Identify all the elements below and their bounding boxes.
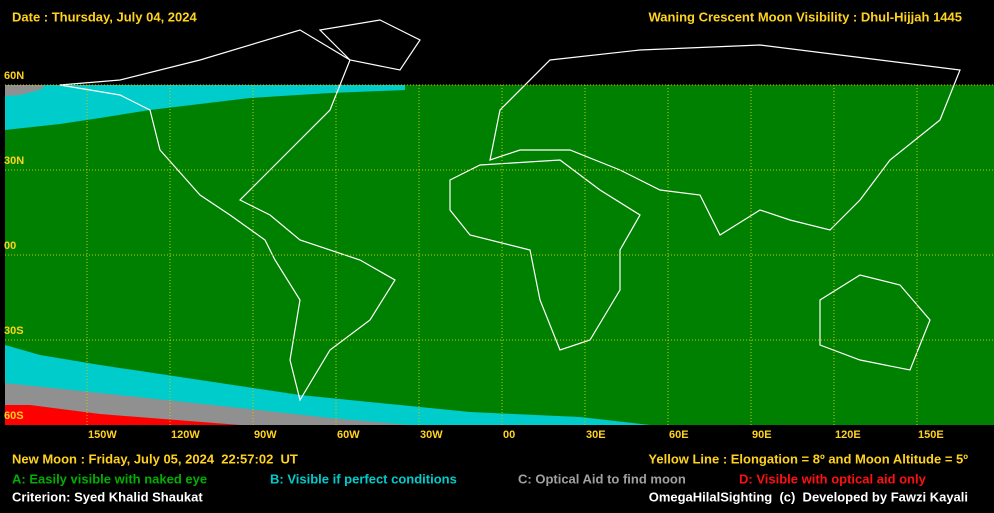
date-label: Date : Thursday, July 04, 2024	[12, 9, 197, 24]
longitude-label: 90W	[254, 429, 277, 441]
legend-b: B: Visible if perfect conditions	[270, 471, 457, 486]
eurasia	[489, 44, 961, 236]
zone-d-south	[5, 405, 240, 425]
americas	[59, 29, 396, 402]
legend-c: C: Optical Aid to find moon	[518, 471, 686, 486]
latitude-label: 60S	[4, 410, 24, 422]
latitude-label: 30N	[4, 155, 24, 167]
greenland	[318, 19, 421, 71]
longitude-label: 150E	[918, 429, 944, 441]
longitude-label: 120E	[835, 429, 861, 441]
new-moon-label: New Moon : Friday, July 05, 2024 22:57:0…	[12, 451, 298, 466]
map-title: Waning Crescent Moon Visibility : Dhul-H…	[649, 9, 963, 24]
longitude-label: 60E	[669, 429, 689, 441]
longitude-label: 30W	[420, 429, 443, 441]
legend-d: D: Visible with optical aid only	[739, 471, 927, 486]
longitude-label: 90E	[752, 429, 772, 441]
coastlines	[59, 19, 961, 402]
legend-a: A: Easily visible with naked eye	[12, 471, 207, 486]
longitude-label: 30E	[586, 429, 606, 441]
longitude-label: 150W	[88, 429, 117, 441]
longitude-label: 60W	[337, 429, 360, 441]
latitude-label: 60N	[4, 70, 24, 82]
zone-a	[5, 85, 994, 425]
latitude-label: 00	[4, 240, 16, 252]
yellow-line-note: Yellow Line : Elongation = 8º and Moon A…	[648, 451, 968, 466]
longitude-label: 00	[503, 429, 515, 441]
zone-c-north	[5, 85, 45, 96]
credit-label: OmegaHilalSighting (c) Developed by Fawz…	[649, 489, 968, 504]
australia	[819, 274, 931, 371]
africa	[449, 159, 641, 351]
criterion-label: Criterion: Syed Khalid Shaukat	[12, 489, 203, 504]
latitude-label: 30S	[4, 325, 24, 337]
zone-b-north	[5, 85, 405, 130]
longitude-label: 120W	[171, 429, 200, 441]
